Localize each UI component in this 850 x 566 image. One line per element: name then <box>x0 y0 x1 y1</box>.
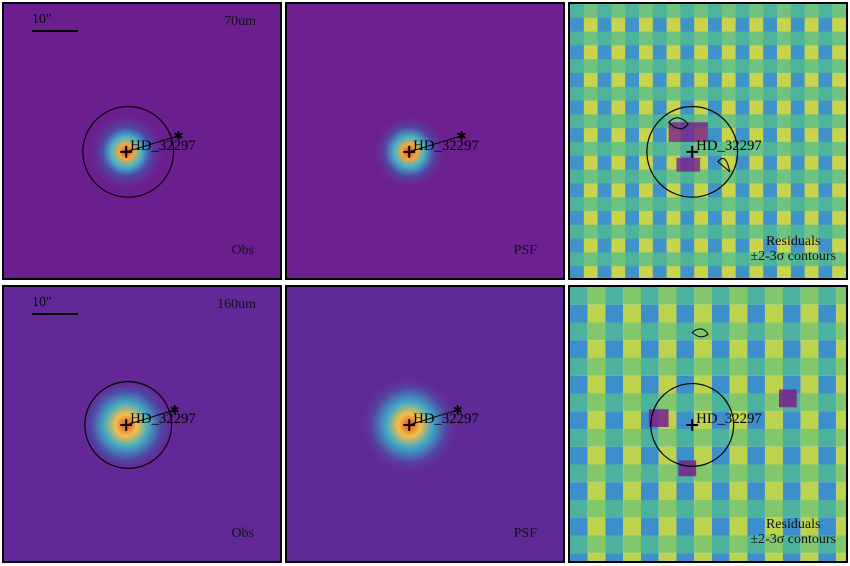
panel-160um-residuals: HD_32297 Residuals ±2-3σ contours <box>568 285 848 563</box>
scale-bar <box>32 30 78 32</box>
svg-text:✱: ✱ <box>453 403 463 417</box>
residuals-label: Residuals ±2-3σ contours <box>750 517 836 547</box>
source-label: HD_32297 <box>413 138 479 154</box>
band-label: 70um <box>224 14 256 29</box>
panel-label: PSF <box>513 243 537 258</box>
source-label: HD_32297 <box>696 138 762 154</box>
panel-160um-psf: ✱ HD_32297 PSF <box>285 285 565 563</box>
svg-text:✱: ✱ <box>170 403 180 417</box>
residuals-title: Residuals <box>765 517 821 532</box>
residual-image-160um: HD_32297 <box>570 287 846 561</box>
source-label: HD_32297 <box>696 411 762 427</box>
panel-160um-observed: ✱ HD_32297 10" 160um Obs <box>2 285 282 563</box>
panel-70um-residuals: HD_32297 Residuals ±2-3σ contours <box>568 2 848 280</box>
scale-bar-label: 10" <box>32 295 52 310</box>
band-label: 160um <box>217 297 256 312</box>
residual-image-70um: HD_32297 <box>570 4 846 278</box>
residuals-label: Residuals ±2-3σ contours <box>750 234 836 264</box>
psf-image-70um: ✱ HD_32297 <box>287 4 563 278</box>
scale-bar-label: 10" <box>32 12 52 27</box>
source-label: HD_32297 <box>130 138 196 154</box>
svg-text:✱: ✱ <box>457 129 467 143</box>
panel-70um-psf: ✱ HD_32297 PSF <box>285 2 565 280</box>
observed-image-70um: ✱ HD_32297 <box>4 4 280 278</box>
panel-70um-observed: ✱ HD_32297 10" 70um Obs <box>2 2 282 280</box>
observed-image-160um: ✱ HD_32297 <box>4 287 280 561</box>
panel-label: Obs <box>231 526 254 541</box>
source-label: HD_32297 <box>130 411 196 427</box>
contours-note: ±2-3σ contours <box>750 532 836 547</box>
source-label: HD_32297 <box>413 411 479 427</box>
svg-text:✱: ✱ <box>174 129 184 143</box>
psf-image-160um: ✱ HD_32297 <box>287 287 563 561</box>
contours-note: ±2-3σ contours <box>750 249 836 264</box>
residuals-title: Residuals <box>765 234 821 249</box>
panel-label: Obs <box>231 243 254 258</box>
panel-label: PSF <box>513 526 537 541</box>
scale-bar <box>32 313 78 315</box>
